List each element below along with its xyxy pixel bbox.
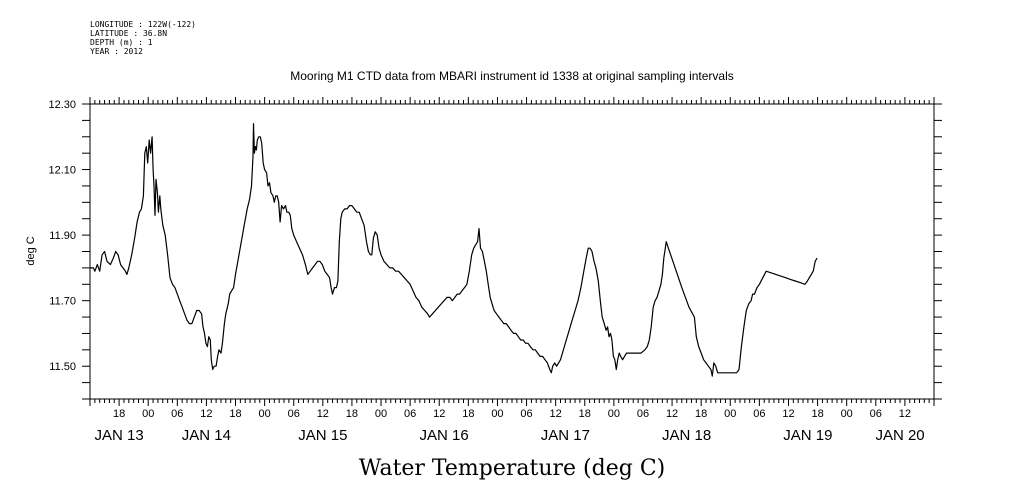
y-tick-label: 11.90 [49,230,76,242]
x-hour-tick-label: 18 [579,408,591,420]
x-hour-tick-label: 00 [724,408,736,420]
x-hour-tick-label: 12 [317,408,329,420]
x-hour-tick-label: 18 [113,408,125,420]
x-hour-tick-label: 00 [841,408,853,420]
x-day-label: JAN 14 [182,427,231,444]
x-hour-tick-label: 18 [229,408,241,420]
metadata-longitude: LONGITUDE : 122W(-122) [90,20,196,29]
metadata-depth: DEPTH (m) : 1 [90,38,153,47]
series-layer [90,123,818,377]
x-hour-tick-label: 12 [550,408,562,420]
x-hour-tick-label: 18 [695,408,707,420]
x-hour-tick-label: 00 [258,408,270,420]
axes: 18 00 06 12 18 00 06 12 18 00 06 12 18 00 06 12 18 00 06 12… [48,97,942,444]
x-hour-tick-label: 06 [520,408,532,420]
x-hour-tick-label: 06 [637,408,649,420]
x-day-label: JAN 18 [662,427,711,444]
x-hour-tick-label: 18 [346,408,358,420]
y-tick-label: 11.70 [49,296,76,308]
y-tick-label: 11.50 [49,361,76,373]
y-axis-label: deg C [25,236,37,265]
x-day-label: JAN 13 [95,427,144,444]
x-hour-tick-label: 12 [899,408,911,420]
x-hour-tick-label: 06 [753,408,765,420]
x-hour-tick-label: 00 [142,408,154,420]
x-hour-tick-label: 00 [608,408,620,420]
x-hour-tick-label: 18 [462,408,474,420]
series-line [90,123,818,377]
x-hour-tick-label: 12 [433,408,445,420]
x-hour-tick-label: 00 [491,408,503,420]
y-tick-label: 12.30 [48,99,76,111]
y-tick-label: 12.10 [48,165,76,177]
x-day-label: JAN 16 [419,427,468,444]
metadata-year: YEAR : 2012 [90,47,143,56]
x-axis-label: Water Temperature (deg C) [359,456,666,481]
metadata-latitude: LATITUDE : 36.8N [90,29,168,38]
x-hour-tick-label: 06 [171,408,183,420]
metadata-block: LONGITUDE : 122W(-122) LATITUDE : 36.8N … [90,20,196,56]
x-hour-tick-label: 12 [666,408,678,420]
x-hour-tick-label: 12 [782,408,794,420]
x-day-label: JAN 17 [541,427,590,444]
chart-title: Mooring M1 CTD data from MBARI instrumen… [290,69,734,83]
x-hour-tick-label: 06 [288,408,300,420]
x-hour-tick-label: 00 [375,408,387,420]
x-hour-tick-label: 18 [811,408,823,420]
x-day-label: JAN 20 [875,427,924,444]
x-hour-tick-label: 12 [200,408,212,420]
x-day-label: JAN 19 [783,427,832,444]
x-hour-tick-label: 06 [404,408,416,420]
x-day-label: JAN 15 [298,427,347,444]
x-hour-tick-label: 06 [870,408,882,420]
plot-frame [89,103,935,400]
